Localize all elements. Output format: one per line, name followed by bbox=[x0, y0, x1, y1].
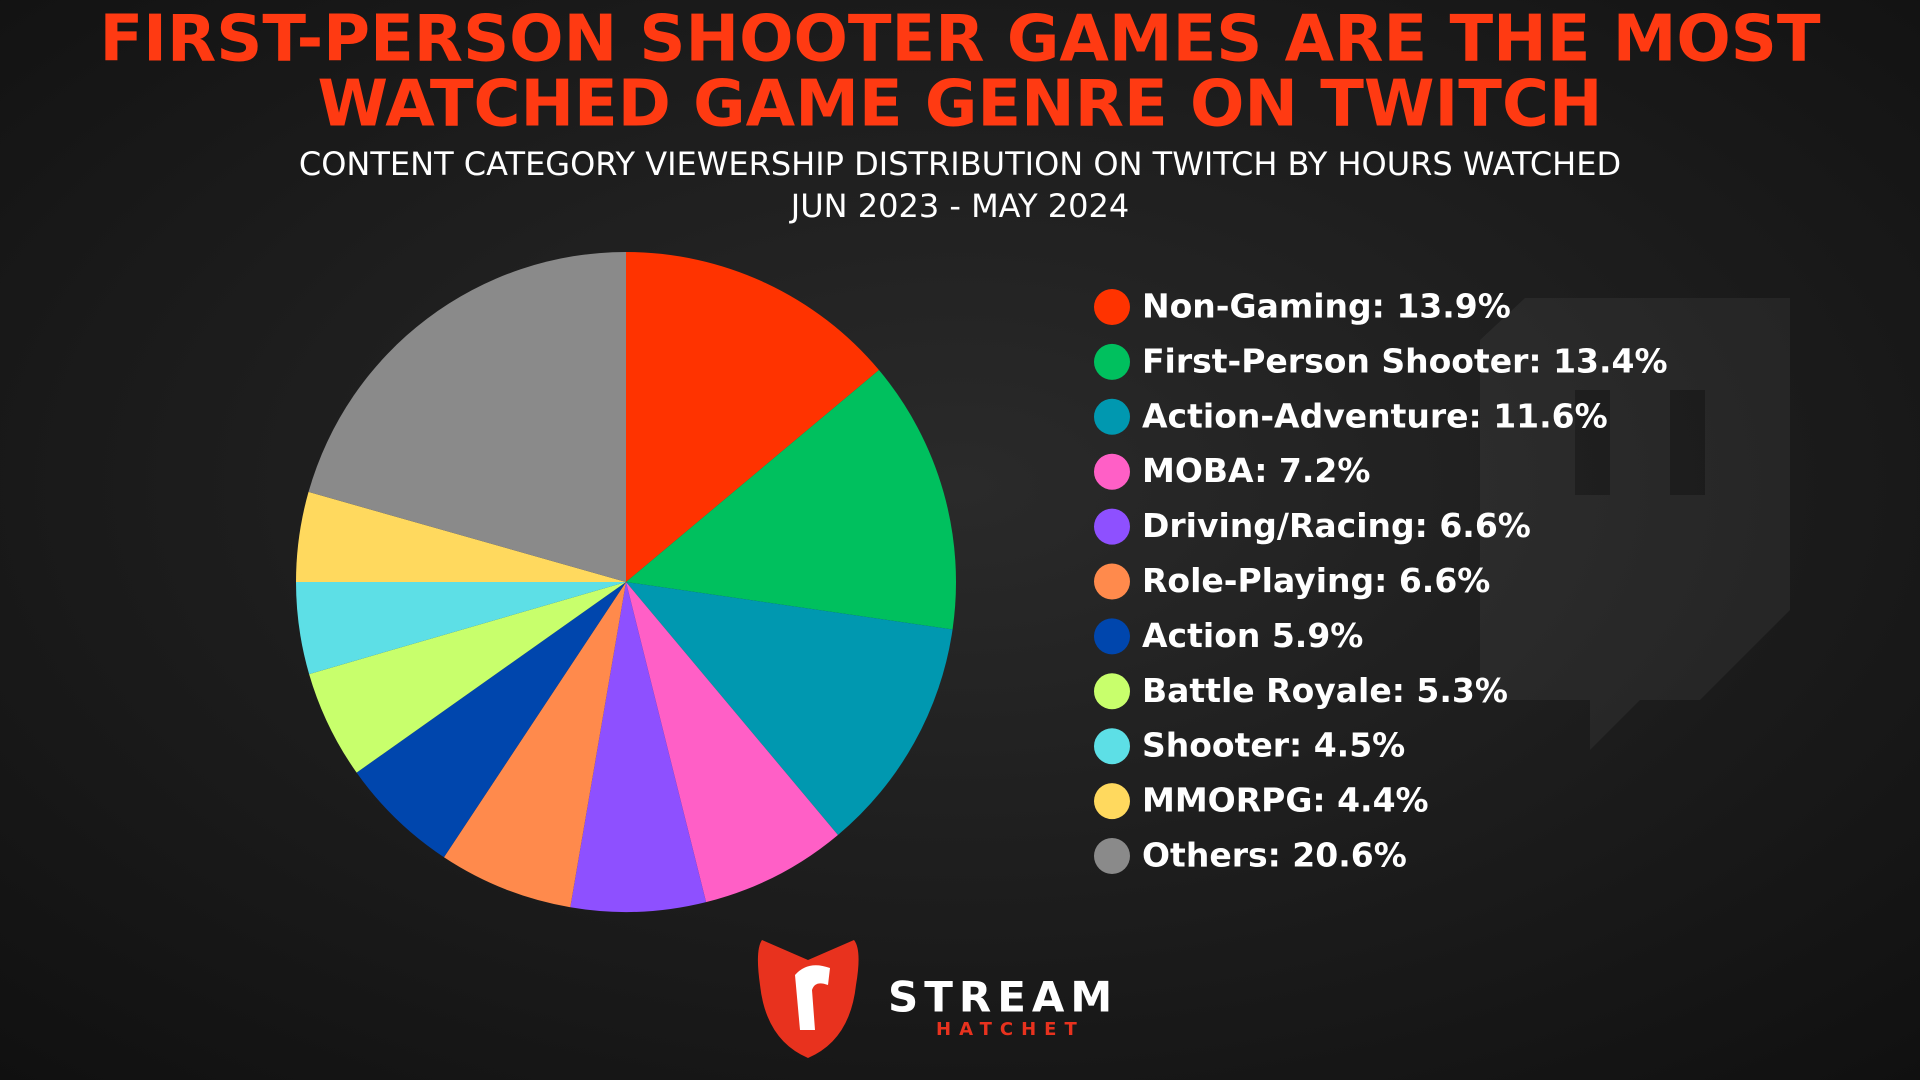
legend-label: MOBA: 7.2% bbox=[1142, 451, 1370, 490]
legend-label: Battle Royale: 5.3% bbox=[1142, 671, 1508, 710]
logo: STREAM HATCHET bbox=[757, 940, 1118, 1058]
legend-label: Action-Adventure: 11.6% bbox=[1142, 396, 1608, 435]
pie-slice bbox=[356, 582, 626, 858]
legend-label: Action 5.9% bbox=[1142, 616, 1363, 655]
legend-swatch bbox=[1094, 618, 1130, 655]
legend-swatch bbox=[1094, 728, 1130, 765]
pie-slice bbox=[296, 582, 626, 675]
pie-slice bbox=[443, 582, 626, 908]
title-line: WATCHED GAME GENRE ON TWITCH bbox=[318, 68, 1603, 142]
legend-swatch bbox=[1094, 783, 1130, 820]
legend-swatch bbox=[1094, 838, 1130, 874]
legend-label: Role-Playing: 6.6% bbox=[1142, 561, 1490, 600]
legend-label: First-Person Shooter: 13.4% bbox=[1142, 341, 1668, 380]
pie-slice bbox=[626, 582, 838, 903]
legend-swatch bbox=[1094, 289, 1130, 325]
brand-subname: HATCHET bbox=[936, 1019, 1085, 1040]
pie-slice bbox=[626, 252, 879, 582]
pie-slice bbox=[308, 252, 626, 582]
subtitle-line: JUN 2023 - MAY 2024 bbox=[789, 187, 1129, 225]
legend-label: Shooter: 4.5% bbox=[1142, 726, 1405, 765]
legend-swatch bbox=[1094, 453, 1130, 490]
pie-slice bbox=[309, 582, 626, 773]
pie-slice bbox=[296, 491, 626, 582]
pie-slice bbox=[570, 582, 707, 912]
legend-swatch bbox=[1094, 508, 1130, 545]
subtitle-line: CONTENT CATEGORY VIEWERSHIP DISTRIBUTION… bbox=[299, 145, 1621, 183]
title-line: FIRST-PERSON SHOOTER GAMES ARE THE MOST bbox=[99, 3, 1820, 77]
legend-label: MMORPG: 4.4% bbox=[1142, 781, 1429, 820]
pie-slice bbox=[626, 582, 953, 835]
logo-hatchet bbox=[795, 965, 830, 1030]
legend-swatch bbox=[1094, 563, 1130, 600]
legend-swatch bbox=[1094, 343, 1130, 380]
brand-name: STREAM bbox=[888, 973, 1118, 1022]
legend-label: Driving/Racing: 6.6% bbox=[1142, 506, 1531, 545]
legend-swatch bbox=[1094, 673, 1130, 710]
legend-swatch bbox=[1094, 398, 1130, 435]
pie-slice bbox=[626, 370, 956, 630]
watermark bbox=[1480, 298, 1790, 750]
legend-label: Others: 20.6% bbox=[1142, 836, 1407, 875]
legend-label: Non-Gaming: 13.9% bbox=[1142, 287, 1511, 326]
